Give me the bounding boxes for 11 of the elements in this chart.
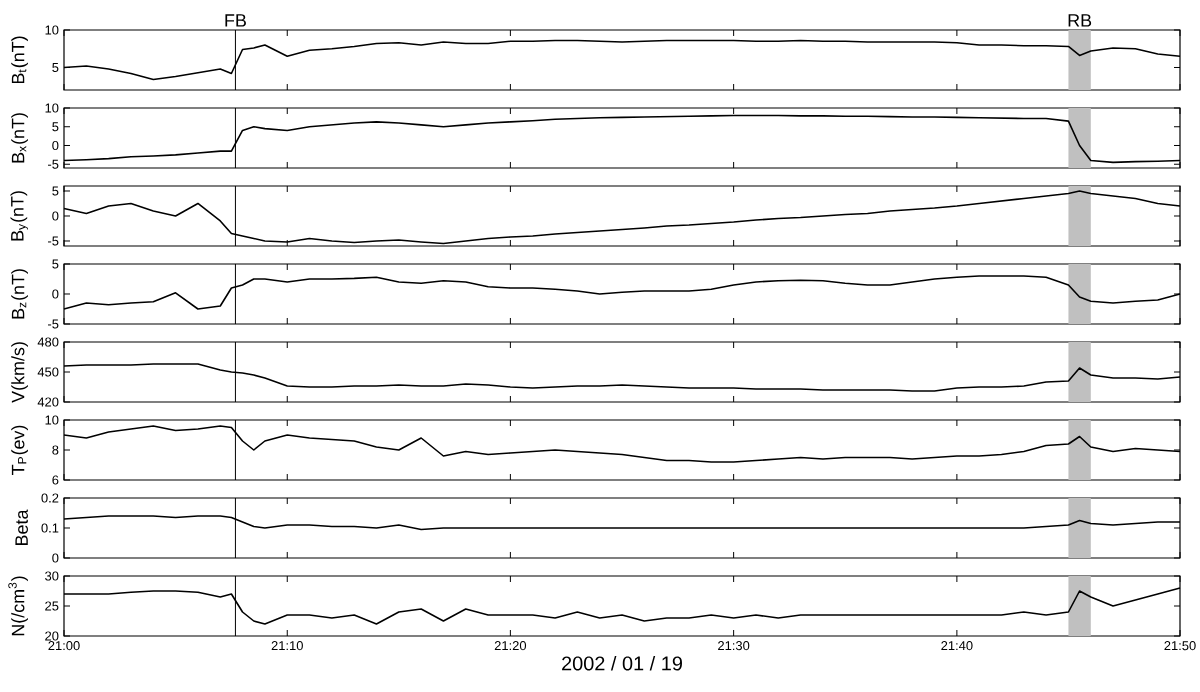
x-axis-title: 2002 / 01 / 19 bbox=[562, 655, 682, 671]
y-axis-title: B$_{x}$(nT) bbox=[11, 113, 28, 163]
ref-line-label: FB bbox=[225, 14, 246, 27]
y-axis-title: B$_{z}$(nT) bbox=[11, 269, 28, 319]
y-axis-title: T$_{P}$(ev) bbox=[11, 425, 28, 475]
y-axis-title: Beta bbox=[15, 509, 28, 545]
y-axis-title: V(km/s) bbox=[11, 342, 28, 403]
y-axis-title: N(/cm$^{3}$) bbox=[8, 576, 28, 636]
band-label: RB bbox=[1068, 14, 1092, 27]
y-axis-title: B$_{y}$(nT) bbox=[10, 191, 28, 241]
y-axis-title: B$_{t}$(nT) bbox=[11, 36, 28, 84]
